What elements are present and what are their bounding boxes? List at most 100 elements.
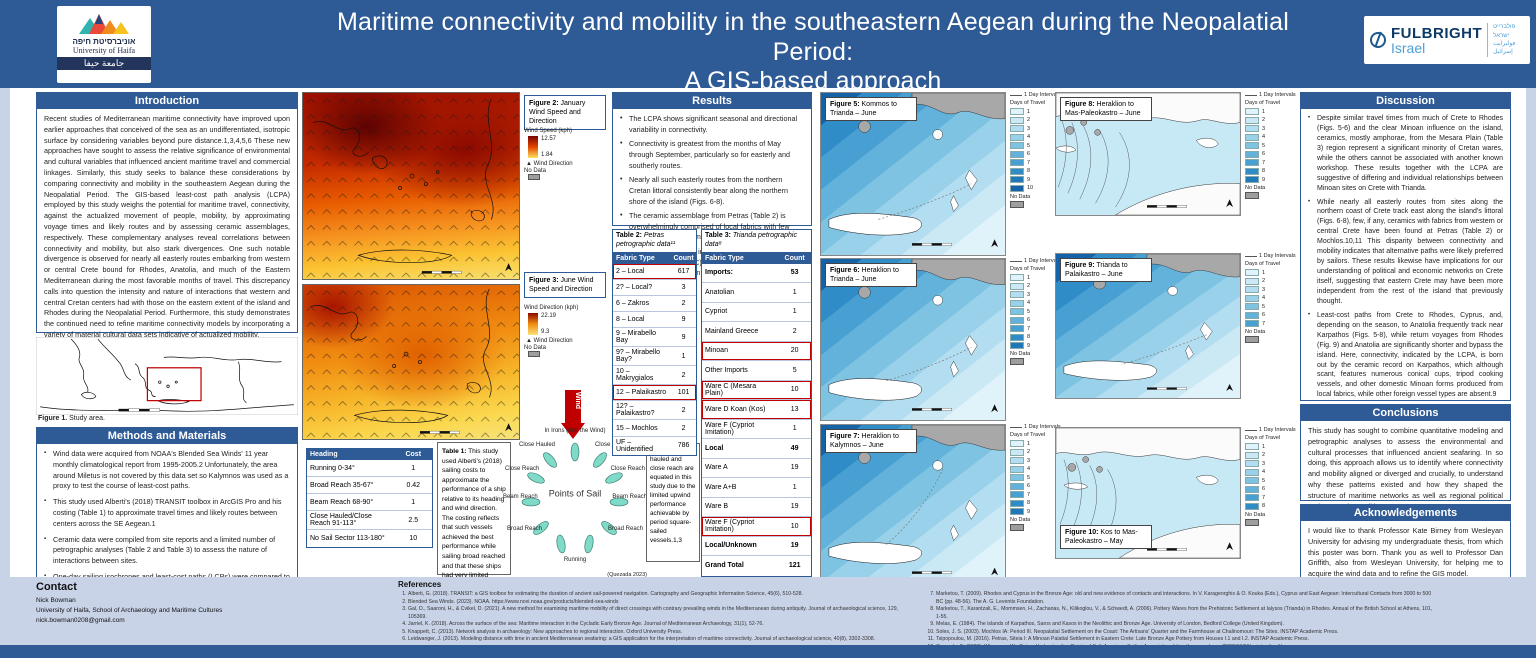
- legend-step: 4: [1245, 133, 1296, 141]
- table-row: Minoan 20: [702, 341, 811, 361]
- contact-affiliation: University of Haifa, School of Archaeolo…: [36, 606, 223, 614]
- contact-block: Contact Nick Bowman University of Haifa,…: [36, 581, 366, 625]
- table-row: Ware A 19: [702, 459, 811, 478]
- figure4-caption: Figure 4: Close hauled and close reach a…: [646, 443, 700, 562]
- reference-item: Marketou, T. (2009). Rhodes and Cyprus i…: [936, 591, 1436, 606]
- legend-step: 8: [1245, 167, 1296, 175]
- legend-step: 6: [1010, 482, 1061, 490]
- pos-label-close-hauled-left: Close Hauled: [519, 442, 556, 448]
- table3-body: Imports: 53 Anatolian 1 Cypriot 1 Mainland …: [702, 264, 811, 576]
- legend-step: 4: [1010, 465, 1061, 473]
- legend-step: 3: [1245, 286, 1296, 294]
- legend-step: 6: [1010, 150, 1061, 158]
- wind-direction-icon: ▲: [526, 161, 532, 167]
- no-data-swatch: [1010, 200, 1024, 208]
- reference-item: Tsipopoulou, M. (2016). Petras, Siteia I…: [936, 636, 1436, 644]
- legend-step: 2: [1010, 448, 1061, 456]
- figure1-study-area: Figure 1. Study area.: [36, 337, 298, 424]
- legend-step: 4: [1010, 133, 1061, 141]
- reference-item: Jarriel, K. (2018). Across the surface o…: [408, 621, 908, 629]
- figure3-caption: Figure 3: June Wind Speed and Direction: [524, 272, 606, 299]
- table-row: 9 – Mirabello Bay 9: [613, 328, 696, 348]
- study-area-highlight-box: [146, 367, 202, 402]
- references-heading: References: [398, 580, 442, 589]
- introduction-panel: Introduction Recent studies of Mediterra…: [36, 92, 298, 339]
- pos-label-broad-reach-left: Broad Reach: [507, 526, 543, 532]
- conclusions-heading: Conclusions: [1301, 405, 1510, 421]
- day-interval-line-icon: [1245, 429, 1257, 431]
- methods-panel: Methods and Materials Wind data were acq…: [36, 427, 298, 603]
- figure10-caption: Figure 10: Kos to Mas-Paleokastro – May: [1060, 524, 1152, 549]
- globe-icon: [1370, 32, 1386, 48]
- reference-item: Blended Sea Winds. (2023). NOAA. https:/…: [408, 599, 908, 607]
- figure8-map: Figure 8: Heraklion to Mas-Paleokastro –…: [1055, 92, 1296, 216]
- legend-step: 1: [1245, 108, 1296, 116]
- uoh-mountains-icon: [79, 14, 129, 34]
- legend-step: 6: [1245, 150, 1296, 158]
- table-row: Local/Unknown 19: [702, 537, 811, 556]
- day-interval-line-icon: [1010, 426, 1022, 428]
- no-data-swatch: [1010, 358, 1024, 366]
- table2-title: Table 2: Petras petrographic data¹¹: [613, 230, 696, 253]
- table-row: 6 – Zakros 2: [613, 296, 696, 313]
- discussion-bullet: While nearly all easterly routes from si…: [1308, 198, 1503, 307]
- legend-step: 2: [1010, 282, 1061, 290]
- acknowledgements-panel: Acknowledgements I would like to thank P…: [1300, 504, 1511, 583]
- legend-step: 7: [1010, 159, 1061, 167]
- pos-label-broad-reach-right: Broad Reach: [607, 526, 643, 532]
- discussion-heading: Discussion: [1301, 93, 1510, 109]
- legend-step: 3: [1010, 457, 1061, 465]
- legend-step: 9: [1010, 342, 1061, 350]
- header-band: אוניברסיטת חיפה University of Haifa جامع…: [0, 0, 1536, 119]
- table-row: 9? – Mirabello Bay? 1: [613, 347, 696, 367]
- acknowledgements-text: I would like to thank Professor Kate Bir…: [1308, 526, 1503, 579]
- table-row: Ware D Koan (Kos) 13: [702, 400, 811, 420]
- results-bullet: The LCPA shows significant seasonal and …: [620, 114, 804, 136]
- table1-header-row: Heading Cost: [307, 449, 432, 460]
- reference-item: Soles, J. S. (2003). Mochlos IA: Period …: [936, 629, 1436, 637]
- table-row: 8 – Local 9: [613, 312, 696, 329]
- legend-step: 2: [1245, 277, 1296, 285]
- legend-step: 6: [1010, 316, 1061, 324]
- methods-bullet: Wind data were acquired from NOAA's Blen…: [44, 449, 290, 492]
- figure7-caption: Figure 7: Heraklion to Kalymnos – June: [825, 429, 917, 454]
- fulbright-sub: Israel: [1391, 39, 1426, 56]
- figure5-caption: Figure 5: Kommos to Trianda – June: [825, 97, 917, 122]
- methods-heading: Methods and Materials: [37, 428, 297, 444]
- introduction-heading: Introduction: [37, 93, 297, 109]
- reference-item: Marketou, T., Karantzali, E., Mommsen, H…: [936, 606, 1436, 621]
- legend-step: 9: [1010, 508, 1061, 516]
- legend-step: 3: [1010, 291, 1061, 299]
- legend-step: 2: [1245, 451, 1296, 459]
- no-data-swatch: [1245, 518, 1259, 526]
- figure3-june-wind-map: [302, 284, 520, 440]
- wind-speed-gradient: [528, 136, 538, 158]
- day-interval-line-icon: [1010, 260, 1022, 262]
- results-heading: Results: [613, 93, 811, 109]
- points-of-sail-diagram: [521, 442, 629, 554]
- figure5-map: Figure 5: Kommos to Trianda – June 1 Day…: [820, 92, 1061, 256]
- pos-label-close-reach-left: Close Reach: [505, 466, 540, 472]
- figure1-caption: Figure 1. Study area.: [38, 415, 105, 422]
- wind-direction-icon: ▲: [526, 338, 532, 344]
- legend-step: 8: [1245, 502, 1296, 510]
- reference-item: Knappett, C. (2013). Network analysis in…: [408, 629, 908, 637]
- legend-step: 3: [1245, 125, 1296, 133]
- legend-step: 8: [1010, 499, 1061, 507]
- table-row: Ware F (Cypriot Imitation) 1: [702, 420, 811, 439]
- legend-step: 6: [1245, 485, 1296, 493]
- legend-step: 1: [1245, 269, 1296, 277]
- legend-step: 8: [1010, 333, 1061, 341]
- table-row: Imports: 53: [702, 264, 811, 283]
- day-interval-line-icon: [1245, 94, 1257, 96]
- conclusions-text: This study has sought to combine quantit…: [1308, 426, 1503, 511]
- reference-item: Gal, D., Saaroni, H., & Cvikel, D. (2021…: [408, 606, 908, 621]
- no-data-swatch: [1010, 524, 1024, 532]
- methods-bullet: Ceramic data were compiled from site rep…: [44, 535, 290, 567]
- legend-step: 5: [1245, 477, 1296, 485]
- table-row: Beam Reach 68-90° 1: [307, 494, 432, 511]
- table-row: 15 – Mochlos 2: [613, 420, 696, 437]
- fulbright-name: FULBRIGHT: [1391, 24, 1483, 42]
- table-row: Ware C (Mesara Plain) 10: [702, 380, 811, 400]
